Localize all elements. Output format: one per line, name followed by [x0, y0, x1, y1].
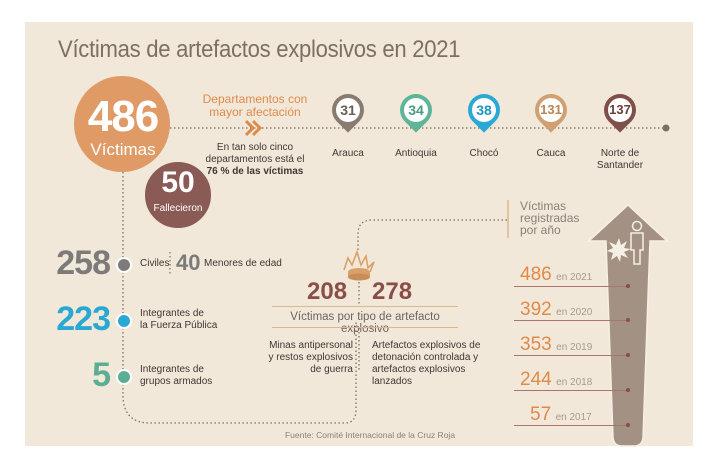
armed-groups-value: 5	[92, 356, 111, 394]
pin-norte-de-santander: 137	[597, 87, 643, 142]
divider	[272, 327, 458, 328]
pin-cauca: 131	[528, 87, 574, 142]
pin-label-arauca: Arauca	[332, 148, 364, 159]
year-dot	[626, 353, 630, 357]
year-2017: 57 en 2017	[530, 404, 592, 425]
deaths-circle	[143, 160, 213, 230]
pin-label-choco: Chocó	[469, 148, 499, 159]
year-dot	[626, 284, 630, 288]
year-line	[514, 390, 628, 391]
year-dot	[626, 388, 630, 392]
source-note: Fuente: Comité Internacional de la Cruz …	[284, 430, 456, 440]
deaths-value: 50	[161, 166, 195, 199]
armed-groups-dot	[116, 369, 132, 385]
year-2019: 353 en 2019	[520, 334, 593, 355]
departments-note: En tan solo cinco departamentos está el …	[205, 142, 305, 177]
year-2020: 392 en 2020	[520, 299, 593, 320]
pin-choco: 38	[461, 87, 507, 142]
public-force-value: 223	[56, 300, 111, 338]
civilians-dot	[116, 257, 132, 273]
year-line	[514, 355, 628, 356]
public-force-dot	[116, 313, 132, 329]
year-dot	[626, 318, 630, 322]
total-victims-value: 486	[87, 92, 159, 141]
minors-value: 40	[176, 250, 201, 275]
year-dot	[626, 423, 630, 427]
page-title: Víctimas de artefactos explosivos en 202…	[58, 36, 461, 63]
armed-groups-label: Integrantes de grupos armados	[140, 364, 213, 387]
lanzados-description: Artefactos explosivos de detonación cont…	[372, 340, 481, 387]
deaths-label: Fallecieron	[153, 203, 203, 214]
public-force-label: Integrantes de la Fuerza Pública	[140, 308, 218, 331]
civilians-label: Civiles	[140, 258, 170, 269]
mines-value: 208	[307, 278, 348, 305]
pin-label-antioquia: Antioquia	[395, 148, 437, 159]
total-victims-circle	[74, 76, 170, 172]
minors-label: Menores de edad	[204, 258, 282, 269]
total-victims-label: Víctimas	[90, 140, 156, 159]
lanzados-value: 278	[372, 278, 413, 305]
year-2018: 244 en 2018	[520, 369, 593, 390]
pin-arauca: 31	[325, 87, 371, 142]
divider	[272, 306, 458, 307]
by-type-title: Víctimas por tipo de artefacto explosivo	[290, 311, 440, 335]
mines-description: Minas antipersonal y restos explosivos d…	[268, 340, 353, 375]
pin-label-norte-de-santander: Norte de Santander	[596, 148, 644, 171]
year-line	[514, 425, 628, 426]
civilians-value: 258	[56, 244, 111, 282]
pin-antioquia: 34	[393, 87, 439, 142]
year-2021: 486 en 2021	[520, 264, 593, 285]
pin-label-cauca: Cauca	[536, 148, 566, 159]
by-year-heading: Víctimas registradas por año	[520, 199, 580, 237]
departments-heading: Departamentos con mayor afectación	[202, 92, 308, 119]
year-line	[514, 286, 628, 287]
year-line	[514, 320, 628, 321]
